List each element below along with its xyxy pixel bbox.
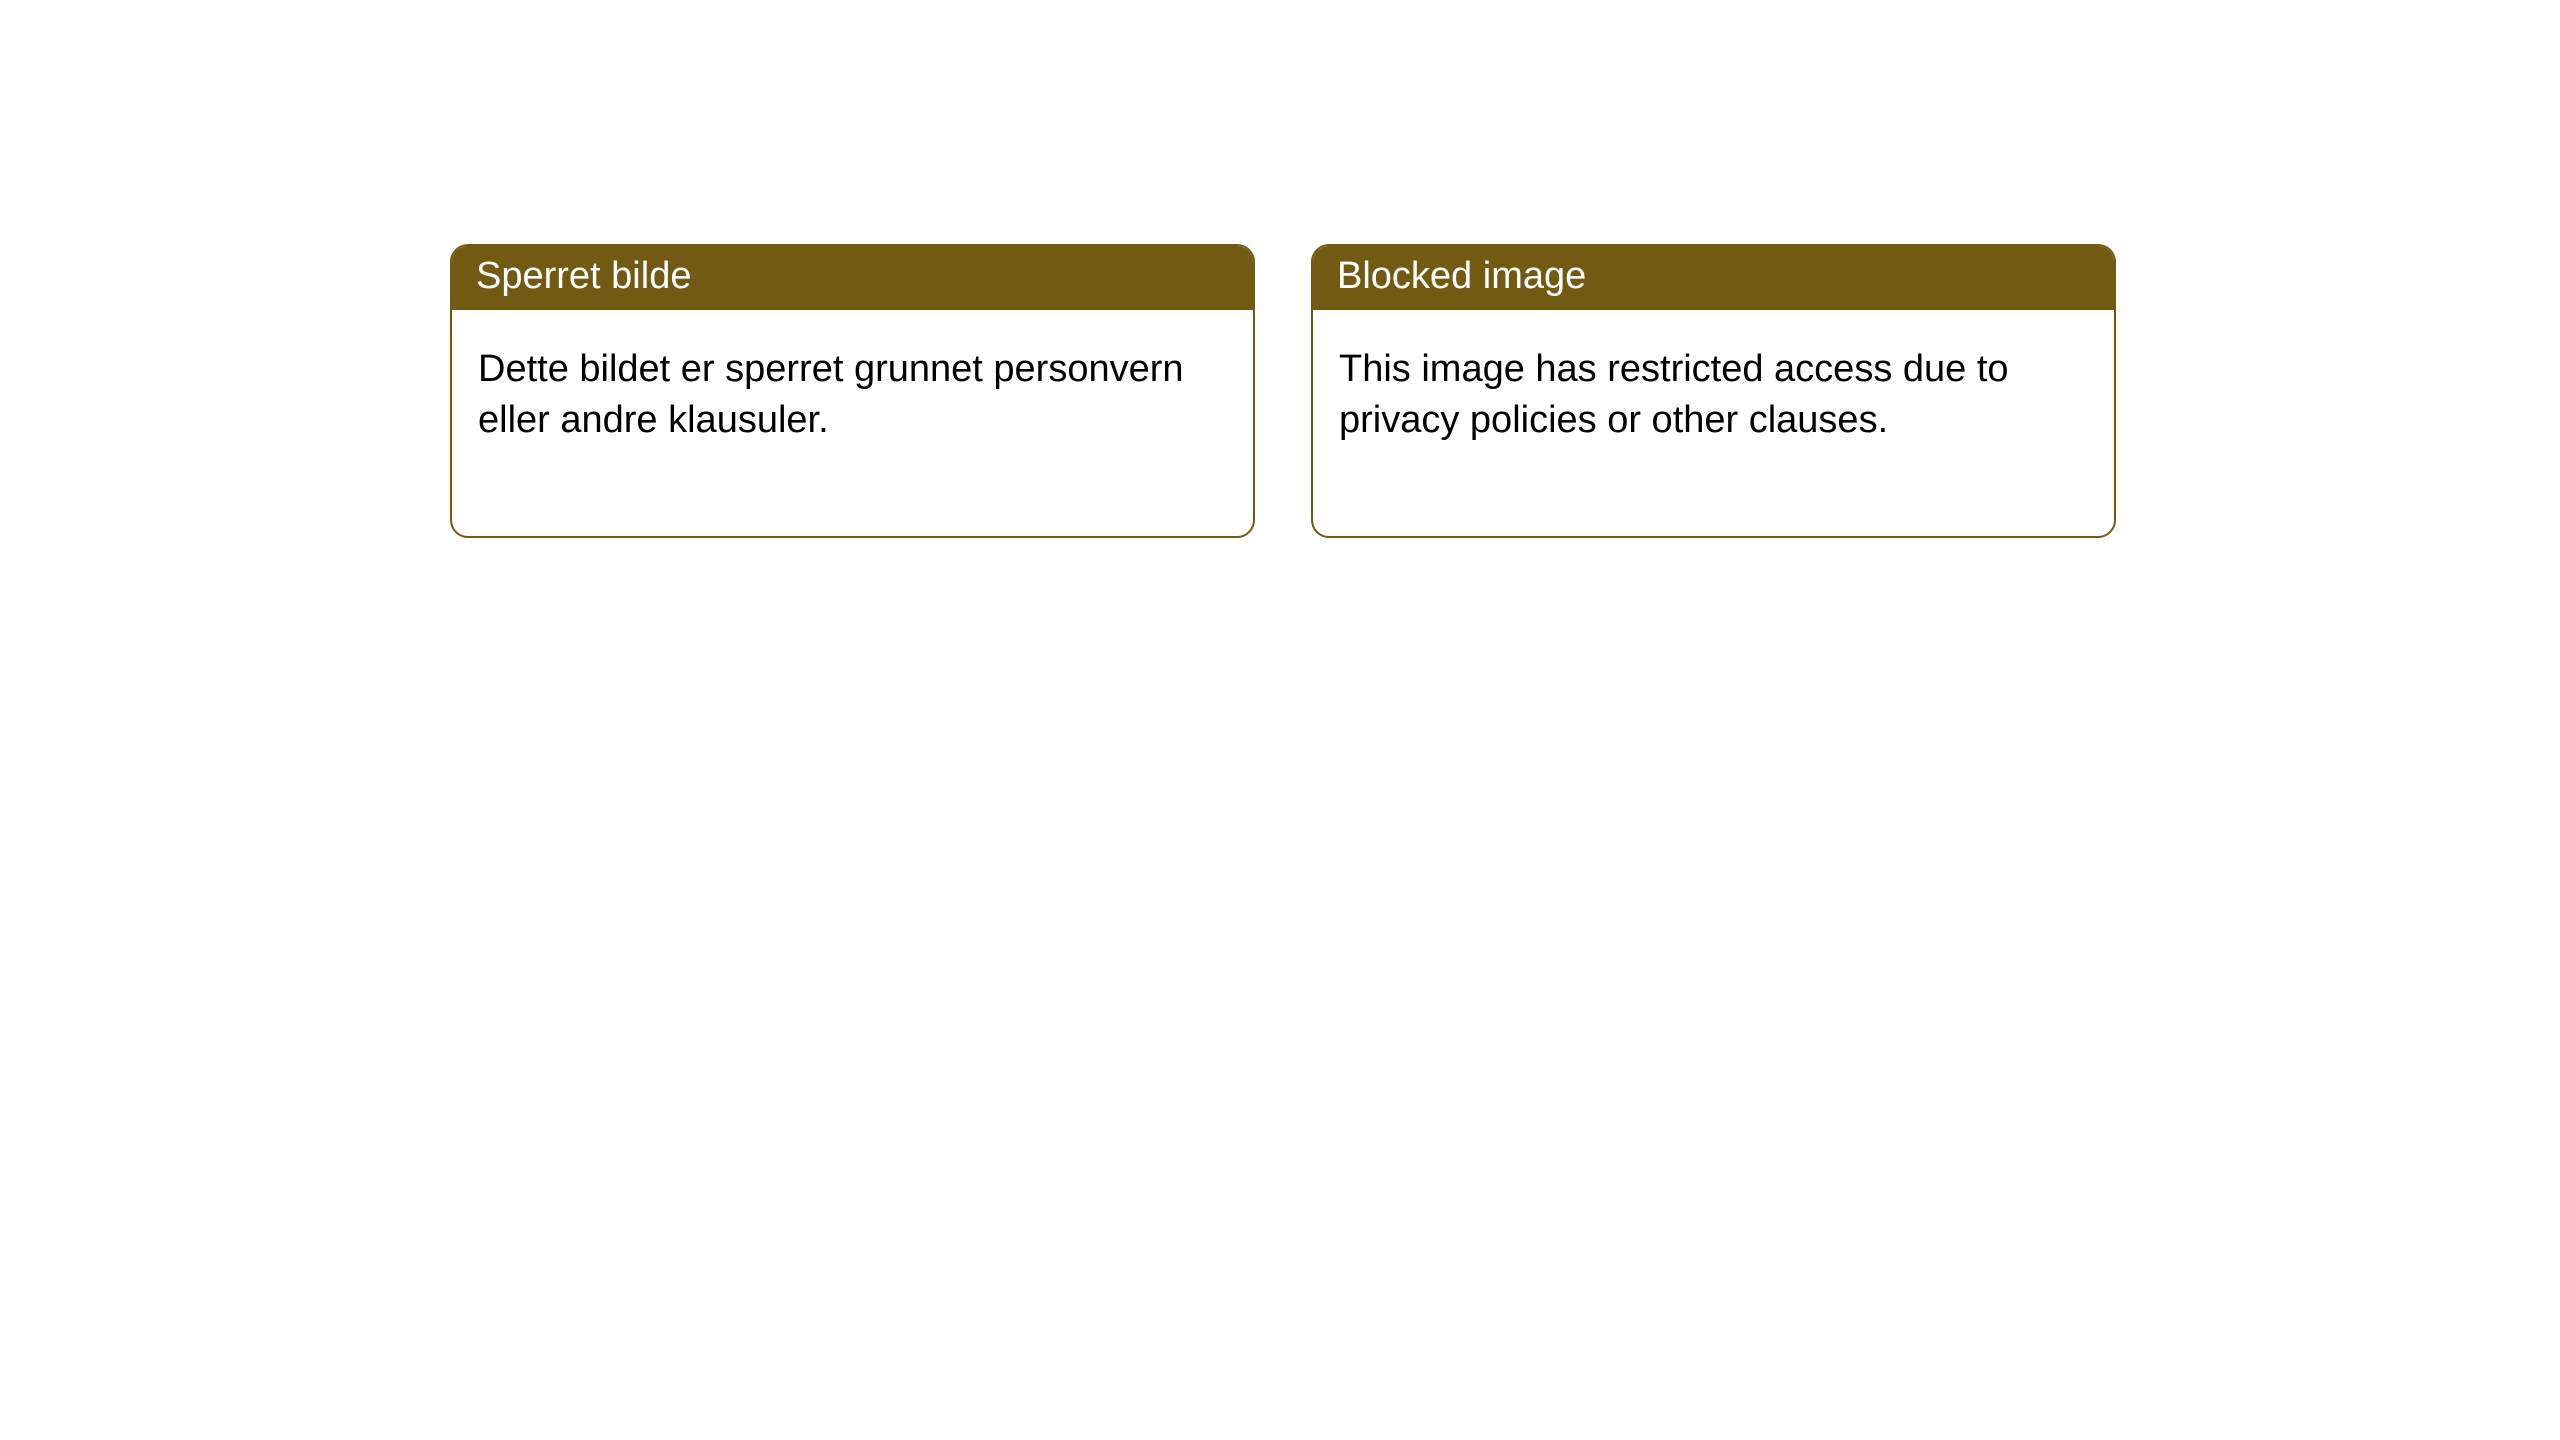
- card-body-en: This image has restricted access due to …: [1313, 310, 2114, 537]
- blocked-image-card-no: Sperret bilde Dette bildet er sperret gr…: [450, 244, 1255, 538]
- card-container: Sperret bilde Dette bildet er sperret gr…: [0, 0, 2560, 538]
- blocked-image-card-en: Blocked image This image has restricted …: [1311, 244, 2116, 538]
- card-header-en: Blocked image: [1313, 246, 2114, 310]
- card-header-no: Sperret bilde: [452, 246, 1253, 310]
- card-body-no: Dette bildet er sperret grunnet personve…: [452, 310, 1253, 537]
